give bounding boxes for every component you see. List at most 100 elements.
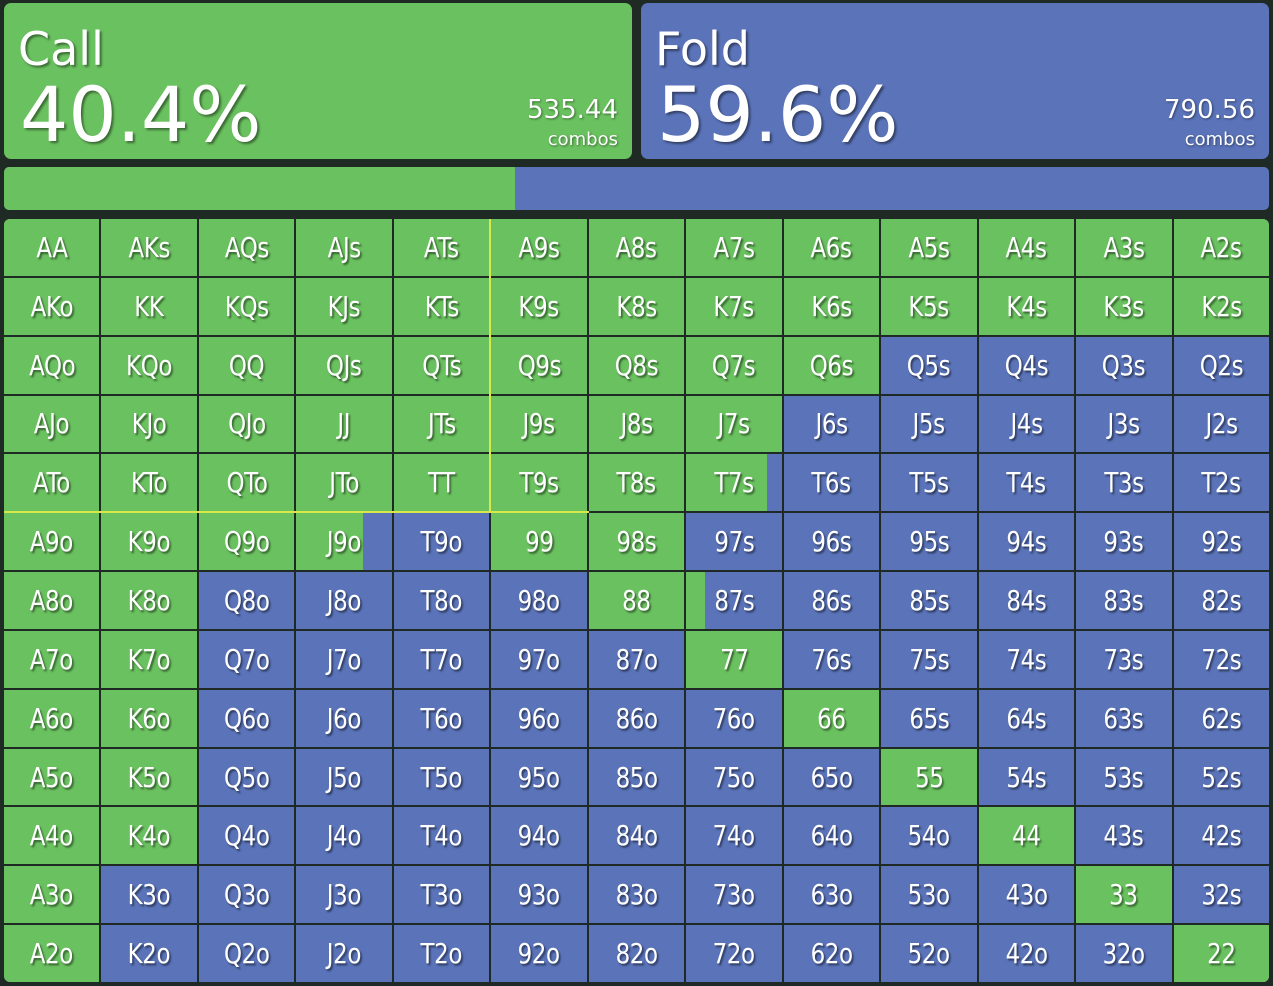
hand-cell-73o[interactable]: 73o — [686, 866, 782, 924]
hand-cell-T6s[interactable]: T6s — [783, 454, 880, 512]
call-action-panel[interactable]: Call 40.4% 535.44 combos — [4, 3, 632, 159]
hand-cell-QJs[interactable]: QJs — [296, 336, 392, 394]
hand-cell-63s[interactable]: 63s — [1076, 689, 1172, 747]
hand-cell-J3s[interactable]: J3s — [1076, 395, 1172, 453]
hand-cell-A4o[interactable]: A4o — [4, 807, 100, 865]
hand-cell-Q9s[interactable]: Q9s — [491, 336, 587, 394]
hand-cell-43o[interactable]: 43o — [978, 866, 1075, 924]
hand-cell-53s[interactable]: 53s — [1076, 748, 1172, 806]
hand-cell-65o[interactable]: 65o — [783, 748, 880, 806]
hand-cell-Q7o[interactable]: Q7o — [198, 630, 295, 688]
hand-cell-96o[interactable]: 96o — [491, 689, 587, 747]
hand-cell-QTs[interactable]: QTs — [393, 336, 490, 394]
hand-cell-Q4o[interactable]: Q4o — [198, 807, 295, 865]
hand-cell-Q5s[interactable]: Q5s — [881, 336, 977, 394]
hand-cell-97o[interactable]: 97o — [491, 630, 587, 688]
hand-cell-T7o[interactable]: T7o — [393, 630, 490, 688]
hand-cell-54s[interactable]: 54s — [978, 748, 1075, 806]
hand-cell-83o[interactable]: 83o — [588, 866, 685, 924]
hand-cell-AA[interactable]: AA — [4, 219, 100, 276]
hand-cell-AQs[interactable]: AQs — [198, 219, 295, 276]
hand-cell-92o[interactable]: 92o — [491, 925, 587, 982]
hand-cell-A9o[interactable]: A9o — [4, 513, 100, 571]
hand-cell-KJo[interactable]: KJo — [101, 395, 197, 453]
hand-cell-K4s[interactable]: K4s — [978, 277, 1075, 335]
hand-cell-54o[interactable]: 54o — [881, 807, 977, 865]
hand-cell-A5o[interactable]: A5o — [4, 748, 100, 806]
hand-cell-66[interactable]: 66 — [783, 689, 880, 747]
hand-cell-K5o[interactable]: K5o — [101, 748, 197, 806]
hand-cell-J3o[interactable]: J3o — [296, 866, 392, 924]
hand-cell-K9o[interactable]: K9o — [101, 513, 197, 571]
hand-cell-75s[interactable]: 75s — [881, 630, 977, 688]
hand-cell-87s[interactable]: 87s — [686, 572, 782, 629]
hand-cell-ATo[interactable]: ATo — [4, 454, 100, 512]
hand-cell-T8o[interactable]: T8o — [393, 572, 490, 629]
hand-cell-AQo[interactable]: AQo — [4, 336, 100, 394]
hand-cell-K7s[interactable]: K7s — [686, 277, 782, 335]
hand-cell-72s[interactable]: 72s — [1173, 630, 1269, 688]
hand-cell-94o[interactable]: 94o — [491, 807, 587, 865]
hand-cell-Q6s[interactable]: Q6s — [783, 336, 880, 394]
hand-cell-J9o[interactable]: J9o — [296, 513, 392, 571]
hand-cell-76o[interactable]: 76o — [686, 689, 782, 747]
hand-cell-Q7s[interactable]: Q7s — [686, 336, 782, 394]
hand-cell-A7s[interactable]: A7s — [686, 219, 782, 276]
hand-cell-A3o[interactable]: A3o — [4, 866, 100, 924]
hand-cell-KQo[interactable]: KQo — [101, 336, 197, 394]
hand-cell-T5o[interactable]: T5o — [393, 748, 490, 806]
hand-cell-K3s[interactable]: K3s — [1076, 277, 1172, 335]
hand-cell-Q8o[interactable]: Q8o — [198, 572, 295, 629]
hand-cell-T2o[interactable]: T2o — [393, 925, 490, 982]
hand-cell-Q2s[interactable]: Q2s — [1173, 336, 1269, 394]
hand-cell-86o[interactable]: 86o — [588, 689, 685, 747]
hand-cell-T3o[interactable]: T3o — [393, 866, 490, 924]
hand-cell-A6o[interactable]: A6o — [4, 689, 100, 747]
hand-cell-K6s[interactable]: K6s — [783, 277, 880, 335]
hand-cell-J6o[interactable]: J6o — [296, 689, 392, 747]
hand-cell-K6o[interactable]: K6o — [101, 689, 197, 747]
hand-cell-83s[interactable]: 83s — [1076, 572, 1172, 629]
hand-cell-T9o[interactable]: T9o — [393, 513, 490, 571]
hand-cell-J5o[interactable]: J5o — [296, 748, 392, 806]
hand-cell-AKo[interactable]: AKo — [4, 277, 100, 335]
hand-cell-64s[interactable]: 64s — [978, 689, 1075, 747]
hand-cell-AJs[interactable]: AJs — [296, 219, 392, 276]
hand-cell-88[interactable]: 88 — [588, 572, 685, 629]
hand-cell-43s[interactable]: 43s — [1076, 807, 1172, 865]
hand-cell-K8o[interactable]: K8o — [101, 572, 197, 629]
hand-cell-A6s[interactable]: A6s — [783, 219, 880, 276]
hand-cell-KTo[interactable]: KTo — [101, 454, 197, 512]
hand-cell-JJ[interactable]: JJ — [296, 395, 392, 453]
hand-cell-76s[interactable]: 76s — [783, 630, 880, 688]
hand-cell-J7o[interactable]: J7o — [296, 630, 392, 688]
hand-cell-64o[interactable]: 64o — [783, 807, 880, 865]
hand-cell-K4o[interactable]: K4o — [101, 807, 197, 865]
hand-cell-A8s[interactable]: A8s — [588, 219, 685, 276]
hand-cell-J4s[interactable]: J4s — [978, 395, 1075, 453]
hand-cell-J8s[interactable]: J8s — [588, 395, 685, 453]
hand-cell-T8s[interactable]: T8s — [588, 454, 685, 512]
hand-cell-62s[interactable]: 62s — [1173, 689, 1269, 747]
hand-cell-T4o[interactable]: T4o — [393, 807, 490, 865]
hand-cell-82s[interactable]: 82s — [1173, 572, 1269, 629]
hand-cell-Q3o[interactable]: Q3o — [198, 866, 295, 924]
hand-cell-77[interactable]: 77 — [686, 630, 782, 688]
hand-cell-72o[interactable]: 72o — [686, 925, 782, 982]
hand-cell-Q4s[interactable]: Q4s — [978, 336, 1075, 394]
hand-cell-J8o[interactable]: J8o — [296, 572, 392, 629]
hand-cell-K2o[interactable]: K2o — [101, 925, 197, 982]
hand-cell-32s[interactable]: 32s — [1173, 866, 1269, 924]
hand-cell-K2s[interactable]: K2s — [1173, 277, 1269, 335]
hand-cell-KJs[interactable]: KJs — [296, 277, 392, 335]
hand-cell-95s[interactable]: 95s — [881, 513, 977, 571]
hand-cell-A8o[interactable]: A8o — [4, 572, 100, 629]
hand-cell-T4s[interactable]: T4s — [978, 454, 1075, 512]
hand-cell-T5s[interactable]: T5s — [881, 454, 977, 512]
hand-cell-AJo[interactable]: AJo — [4, 395, 100, 453]
hand-cell-J9s[interactable]: J9s — [491, 395, 587, 453]
hand-cell-52s[interactable]: 52s — [1173, 748, 1269, 806]
hand-cell-KK[interactable]: KK — [101, 277, 197, 335]
hand-cell-84o[interactable]: 84o — [588, 807, 685, 865]
hand-cell-98o[interactable]: 98o — [491, 572, 587, 629]
